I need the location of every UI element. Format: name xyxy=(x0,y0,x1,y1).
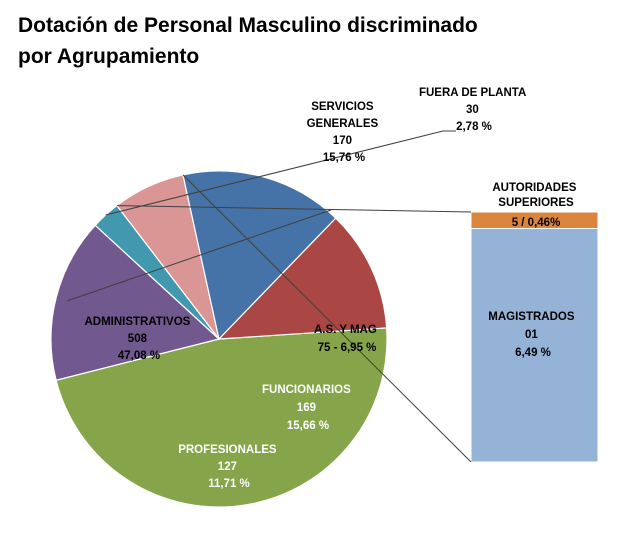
label-servicios-generales-count: 170 xyxy=(333,135,352,147)
label-funcionarios-count: 169 xyxy=(297,402,316,414)
label-fuera-de-planta-name: FUERA DE PLANTA xyxy=(419,87,526,99)
pie-slices xyxy=(50,170,388,508)
label-as-y-mag: A.S. Y MAG 75 - 6,95 % xyxy=(314,324,380,354)
label-fuera-de-planta: FUERA DE PLANTA 30 2,78 % xyxy=(419,87,529,133)
label-autoridades-line1: AUTORIDADES xyxy=(492,182,576,194)
label-fuera-de-planta-count: 30 xyxy=(466,104,479,116)
label-autoridades-superiores: AUTORIDADES SUPERIORES xyxy=(492,182,579,209)
label-funcionarios: FUNCIONARIOS 169 15,66 % xyxy=(262,384,354,432)
leader-lines xyxy=(67,130,456,302)
label-funcionarios-name: FUNCIONARIOS xyxy=(262,384,351,396)
label-servicios-generales-line2: GENERALES xyxy=(307,118,379,130)
label-profesionales-count: 127 xyxy=(218,461,237,473)
pie-slice-sg xyxy=(50,224,221,381)
label-administrativos-name: ADMINISTRATIVOS xyxy=(84,316,190,328)
chart-title: Dotación de Personal Masculino discrimin… xyxy=(18,10,608,72)
label-autoridades-line2: SUPERIORES xyxy=(498,197,574,209)
label-funcionarios-pct: 15,66 % xyxy=(287,420,329,432)
connector-line-bottom xyxy=(182,174,472,463)
label-magistrados-pct: 6,49 % xyxy=(515,347,551,359)
label-autoridades-sub: 5 / 0,46% xyxy=(512,217,561,229)
label-administrativos-count: 508 xyxy=(128,333,148,345)
leader-line-fuera-de-planta xyxy=(105,130,444,216)
breakdown-bar xyxy=(470,211,599,463)
leader-line-servicios-generales xyxy=(67,209,332,302)
label-magistrados: MAGISTRADOS 01 6,49 % xyxy=(488,311,577,359)
connector-line-top xyxy=(116,205,472,213)
label-servicios-generales-line1: SERVICIOS xyxy=(311,101,374,113)
label-magistrados-name: MAGISTRADOS xyxy=(488,311,575,323)
label-administrativos: ADMINISTRATIVOS 508 47,08 % xyxy=(84,316,193,362)
label-as-y-mag-sub: 75 - 6,95 % xyxy=(318,342,377,354)
label-as-y-mag-name: A.S. Y MAG xyxy=(314,324,377,336)
label-magistrados-count: 01 xyxy=(525,329,538,341)
label-servicios-generales: SERVICIOS GENERALES 170 15,76 % xyxy=(307,101,382,164)
label-profesionales: PROFESIONALES 127 11,71 % xyxy=(178,444,280,490)
chart-title-line-1: Dotación de Personal Masculino discrimin… xyxy=(18,14,478,37)
connector-lines xyxy=(116,174,472,463)
chart-title-line-2: por Agrupamiento xyxy=(18,45,200,68)
bar-segment-magistrados xyxy=(470,228,599,463)
pie-slice-pr xyxy=(217,217,388,340)
label-fuera-de-planta-pct: 2,78 % xyxy=(456,121,492,133)
pie-slice-ag xyxy=(55,327,388,508)
label-profesionales-pct: 11,71 % xyxy=(208,478,250,490)
label-administrativos-pct: 47,08 % xyxy=(118,350,160,362)
label-servicios-generales-pct: 15,76 % xyxy=(323,152,365,164)
label-profesionales-name: PROFESIONALES xyxy=(178,444,277,456)
